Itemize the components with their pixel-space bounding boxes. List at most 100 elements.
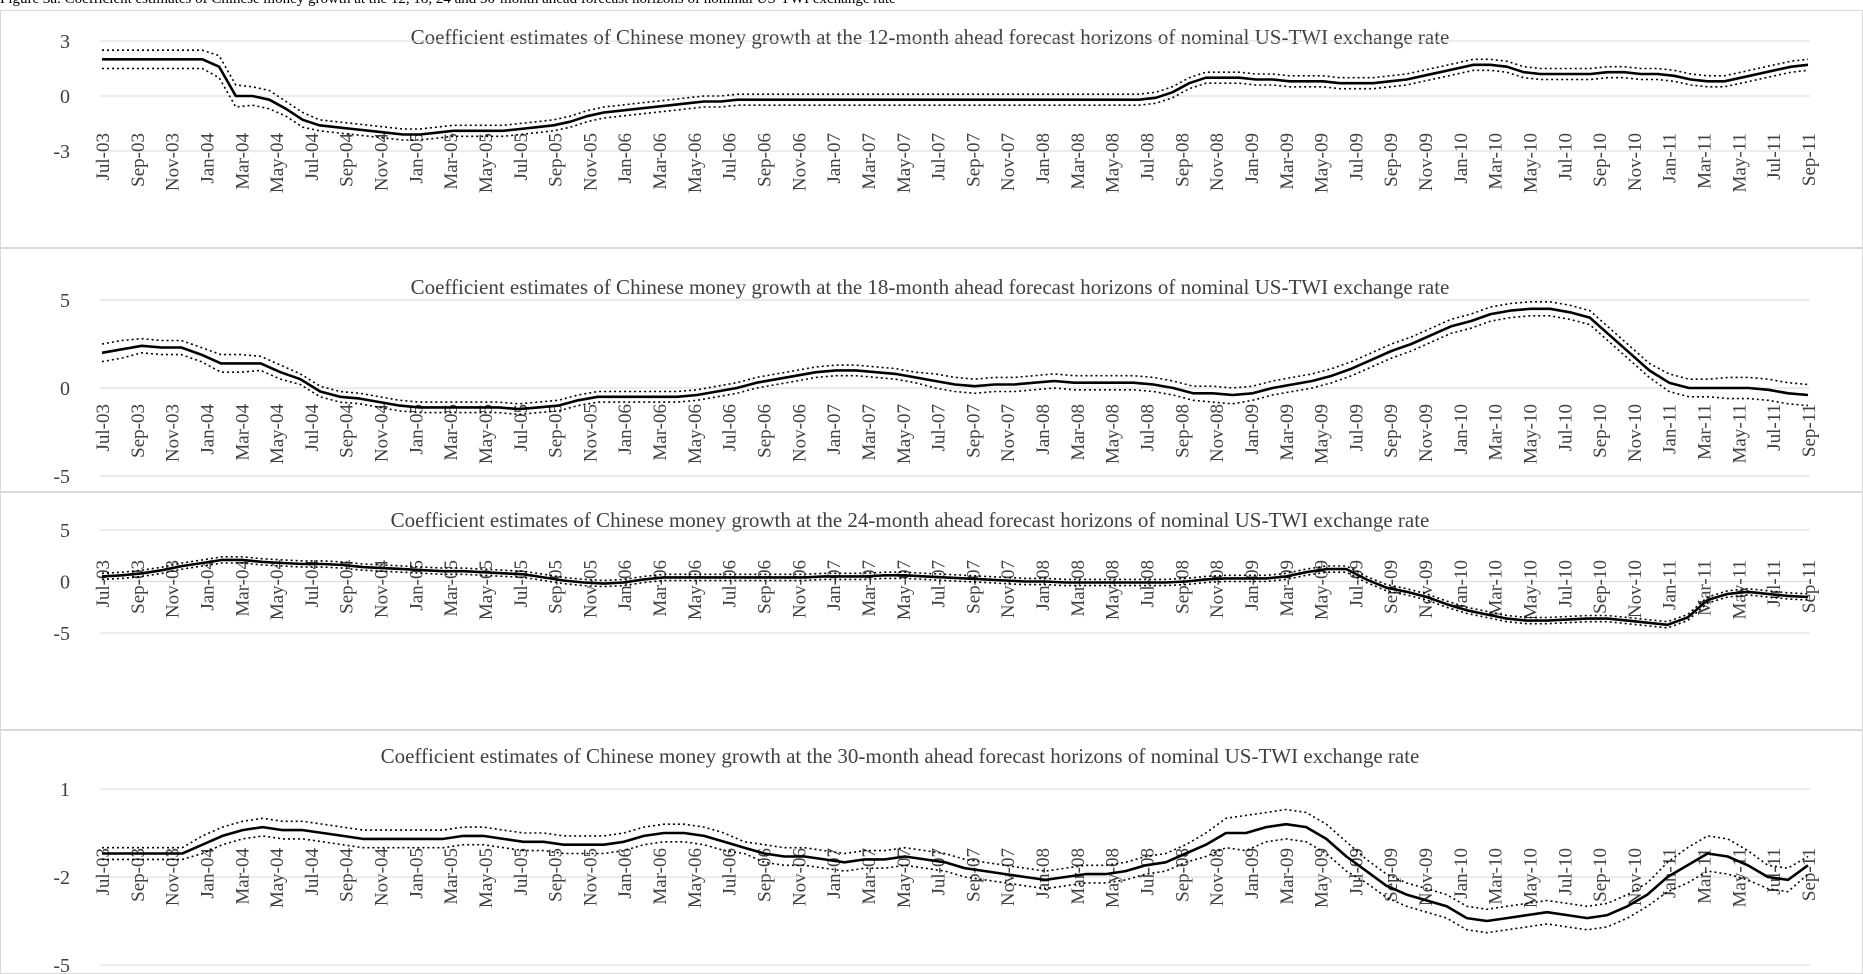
x-tick-label: Mar-09	[1277, 560, 1298, 617]
x-tick-label: Mar-07	[859, 560, 880, 617]
x-tick-label: Mar-04	[232, 133, 253, 190]
x-tick-label: Mar-07	[859, 133, 880, 190]
x-tick-label: Nov-08	[1207, 560, 1228, 618]
x-tick-label: Sep-10	[1590, 133, 1611, 187]
x-tick-label: May-04	[267, 133, 288, 194]
x-tick-label: Sep-05	[546, 560, 567, 614]
x-tick-label: Jul-06	[720, 133, 741, 181]
x-tick-label: Sep-10	[1590, 560, 1611, 614]
upper-bound-line	[101, 555, 1809, 623]
lower-bound-line	[101, 562, 1809, 629]
x-tick-label: Nov-09	[1416, 560, 1437, 618]
x-tick-label: Jul-09	[1346, 848, 1367, 896]
x-tick-label: Nov-04	[372, 848, 393, 907]
x-tick-label: Jul-03	[93, 133, 114, 181]
x-tick-label: Jan-11	[1660, 133, 1681, 183]
x-tick-label: Sep-07	[963, 560, 984, 614]
x-tick-label: Mar-07	[859, 848, 880, 905]
x-tick-label: Nov-09	[1416, 133, 1437, 191]
x-tick-label: Jan-04	[197, 560, 218, 611]
x-tick-label: Nov-04	[372, 133, 393, 192]
x-tick-label: Sep-03	[128, 133, 149, 187]
x-tick-label: Nov-09	[1416, 404, 1437, 462]
x-tick-label: Mar-06	[650, 404, 671, 461]
x-tick-label: Jul-05	[511, 404, 532, 452]
x-tick-label: May-06	[685, 404, 706, 464]
x-tick-label: Nov-06	[789, 848, 810, 906]
x-tick-label: May-10	[1520, 133, 1541, 193]
x-tick-label: Sep-05	[546, 848, 567, 902]
chart-panel-24-month: Coefficient estimates of Chinese money g…	[0, 492, 1863, 730]
x-tick-label: Jul-04	[302, 404, 323, 452]
x-tick-label: Jul-05	[511, 848, 532, 896]
x-tick-label: Jul-06	[720, 560, 741, 608]
x-tick-label: Mar-09	[1277, 848, 1298, 905]
x-tick-label: Sep-11	[1799, 133, 1820, 186]
x-tick-label: Sep-06	[755, 404, 776, 458]
x-tick-label: May-05	[476, 404, 497, 464]
x-tick-label: Sep-04	[337, 404, 358, 458]
x-tick-label: Jul-07	[929, 133, 950, 181]
x-tick-label: Jan-09	[1242, 404, 1263, 455]
x-tick-label: Jul-03	[93, 848, 114, 896]
x-tick-label: Mar-10	[1486, 404, 1507, 461]
x-tick-label: Jul-04	[302, 560, 323, 608]
y-tick-label: -5	[53, 466, 70, 488]
x-tick-label: Sep-09	[1381, 560, 1402, 614]
x-tick-label: May-09	[1312, 404, 1333, 464]
x-tick-label: Jan-08	[1033, 848, 1054, 899]
x-tick-label: Nov-07	[998, 133, 1019, 191]
x-tick-label: Jul-10	[1555, 848, 1576, 896]
x-tick-label: Mar-09	[1277, 404, 1298, 461]
x-tick-label: Jan-11	[1660, 848, 1681, 898]
x-tick-label: Jan-07	[824, 404, 845, 455]
x-tick-label: Nov-04	[372, 404, 393, 463]
x-tick-label: Jul-11	[1764, 133, 1785, 180]
x-tick-label: Nov-08	[1207, 404, 1228, 462]
x-tick-label: Sep-05	[546, 133, 567, 187]
x-tick-label: Sep-08	[1172, 560, 1193, 614]
x-tick-label: Jan-05	[406, 848, 427, 899]
x-tick-label: Mar-10	[1486, 560, 1507, 617]
x-tick-label: Jan-05	[406, 560, 427, 611]
x-tick-label: May-11	[1729, 133, 1750, 192]
x-tick-label: May-06	[685, 133, 706, 193]
chart-title: Coefficient estimates of Chinese money g…	[391, 508, 1430, 532]
x-tick-label: Mar-08	[1068, 404, 1089, 461]
x-tick-label: Nov-03	[163, 404, 184, 462]
x-tick-label: Mar-07	[859, 404, 880, 461]
y-tick-label: 1	[60, 779, 70, 801]
x-tick-label: Jan-07	[824, 848, 845, 899]
x-tick-label: Jul-10	[1555, 133, 1576, 181]
x-tick-label: Sep-07	[963, 404, 984, 458]
x-tick-label: Sep-08	[1172, 133, 1193, 187]
lower-bound-line	[102, 67, 1809, 141]
x-tick-label: May-08	[1103, 560, 1124, 620]
x-tick-label: Nov-05	[580, 133, 601, 191]
x-tick-label: Jul-10	[1555, 560, 1576, 608]
y-tick-label: 5	[60, 520, 70, 542]
x-tick-label: Nov-10	[1625, 848, 1646, 906]
y-tick-label: 0	[60, 86, 70, 108]
x-tick-label: Sep-11	[1799, 848, 1820, 901]
x-tick-label: May-10	[1520, 404, 1541, 464]
x-tick-label: Jul-08	[1137, 404, 1158, 452]
x-tick-label: May-05	[476, 133, 497, 193]
x-tick-label: Sep-09	[1381, 404, 1402, 458]
figure-caption: Figure 3a. Coefficient estimates of Chin…	[0, 0, 896, 8]
estimate-line	[101, 558, 1809, 627]
x-tick-label: May-08	[1103, 848, 1124, 908]
lower-bound-line	[102, 835, 1809, 934]
x-tick-label: Jul-09	[1346, 404, 1367, 452]
x-tick-label: Nov-06	[789, 560, 810, 618]
x-tick-label: Mar-11	[1695, 848, 1716, 904]
x-tick-label: May-06	[685, 848, 706, 908]
x-tick-label: May-04	[267, 404, 288, 465]
chart-title: Coefficient estimates of Chinese money g…	[381, 744, 1420, 768]
x-tick-label: Jan-11	[1660, 404, 1681, 454]
x-tick-label: Mar-04	[232, 848, 253, 905]
x-tick-label: Jan-10	[1451, 560, 1472, 611]
x-tick-label: May-10	[1520, 560, 1541, 620]
x-tick-label: Jan-04	[197, 848, 218, 899]
x-tick-label: Nov-05	[580, 848, 601, 906]
